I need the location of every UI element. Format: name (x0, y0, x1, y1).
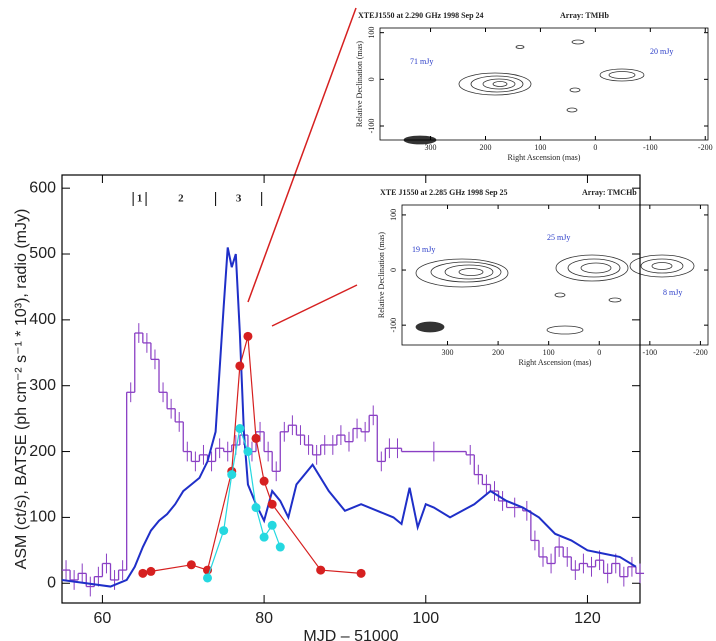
data-point (203, 573, 212, 582)
y-tick-label: 300 (29, 377, 56, 394)
data-point (357, 569, 366, 578)
flux-annotation: 25 mJy (547, 233, 570, 242)
data-point (276, 543, 285, 552)
flux-annotation: 71 mJy (410, 57, 433, 66)
data-point (138, 569, 147, 578)
x-tick-label: -200 (693, 348, 708, 357)
y-tick-label: 0 (389, 268, 398, 272)
flux-annotation: 20 mJy (650, 47, 673, 56)
data-point (243, 332, 252, 341)
y-tick-label: 0 (47, 574, 56, 591)
x-tick-label: 100 (412, 610, 439, 627)
x-tick-label: 100 (543, 348, 555, 357)
x-tick-label: -200 (698, 143, 713, 152)
flux-annotation: 19 mJy (412, 245, 435, 254)
data-point (268, 500, 277, 509)
figure: 60801001200100200300400500600MJD – 51000… (0, 0, 716, 641)
inset-title: XTEJ1550 at 2.290 GHz 1998 Sep 24 (358, 11, 484, 20)
data-point (268, 521, 277, 530)
x-tick-label: -100 (643, 143, 658, 152)
y-tick-label: 600 (29, 179, 56, 196)
array-label: Array: TMCHb (582, 188, 637, 197)
data-point (252, 434, 261, 443)
data-point (235, 424, 244, 433)
x-tick-label: 0 (597, 348, 601, 357)
phase-label: 3 (236, 193, 242, 205)
x-tick-label: 100 (534, 143, 546, 152)
data-point (227, 470, 236, 479)
data-point (187, 560, 196, 569)
y-axis-label: ASM (ct/s), BATSE (ph cm⁻² s⁻¹ * 10³), r… (13, 209, 30, 570)
x-tick-label: 80 (255, 610, 273, 627)
y-axis-label: Relative Declination (mas) (355, 41, 364, 128)
inset-title: XTE J1550 at 2.285 GHz 1998 Sep 25 (380, 188, 508, 197)
x-axis-label: Right Ascension (mas) (508, 153, 581, 162)
y-tick-label: -100 (367, 119, 376, 134)
data-point (252, 503, 261, 512)
y-tick-label: 0 (367, 77, 376, 81)
x-tick-label: -100 (642, 348, 657, 357)
data-point (219, 526, 228, 535)
data-point (260, 533, 269, 542)
y-tick-label: 500 (29, 245, 56, 262)
data-point (316, 566, 325, 575)
x-tick-label: 300 (425, 143, 437, 152)
data-point (260, 477, 269, 486)
data-point (235, 361, 244, 370)
x-axis-label: MJD – 51000 (303, 628, 398, 641)
y-tick-label: -100 (389, 318, 398, 333)
x-tick-label: 60 (94, 610, 112, 627)
data-point (146, 567, 155, 576)
x-tick-label: 300 (442, 348, 454, 357)
data-point (243, 447, 252, 456)
phase-label: 1 (137, 193, 143, 205)
array-label: Array: TMHb (560, 11, 610, 20)
y-tick-label: 200 (29, 443, 56, 460)
y-tick-label: 400 (29, 311, 56, 328)
y-tick-label: 100 (29, 509, 56, 526)
x-tick-label: 200 (479, 143, 491, 152)
y-tick-label: 100 (389, 209, 398, 221)
phase-label: 2 (178, 193, 184, 205)
x-tick-label: 120 (574, 610, 601, 627)
x-axis-label: Right Ascension (mas) (519, 358, 592, 367)
y-axis-label: Relative Declination (mas) (377, 232, 386, 319)
x-tick-label: 200 (492, 348, 504, 357)
flux-annotation: 8 mJy (663, 288, 682, 297)
y-tick-label: 100 (367, 27, 376, 39)
x-tick-label: 0 (593, 143, 597, 152)
